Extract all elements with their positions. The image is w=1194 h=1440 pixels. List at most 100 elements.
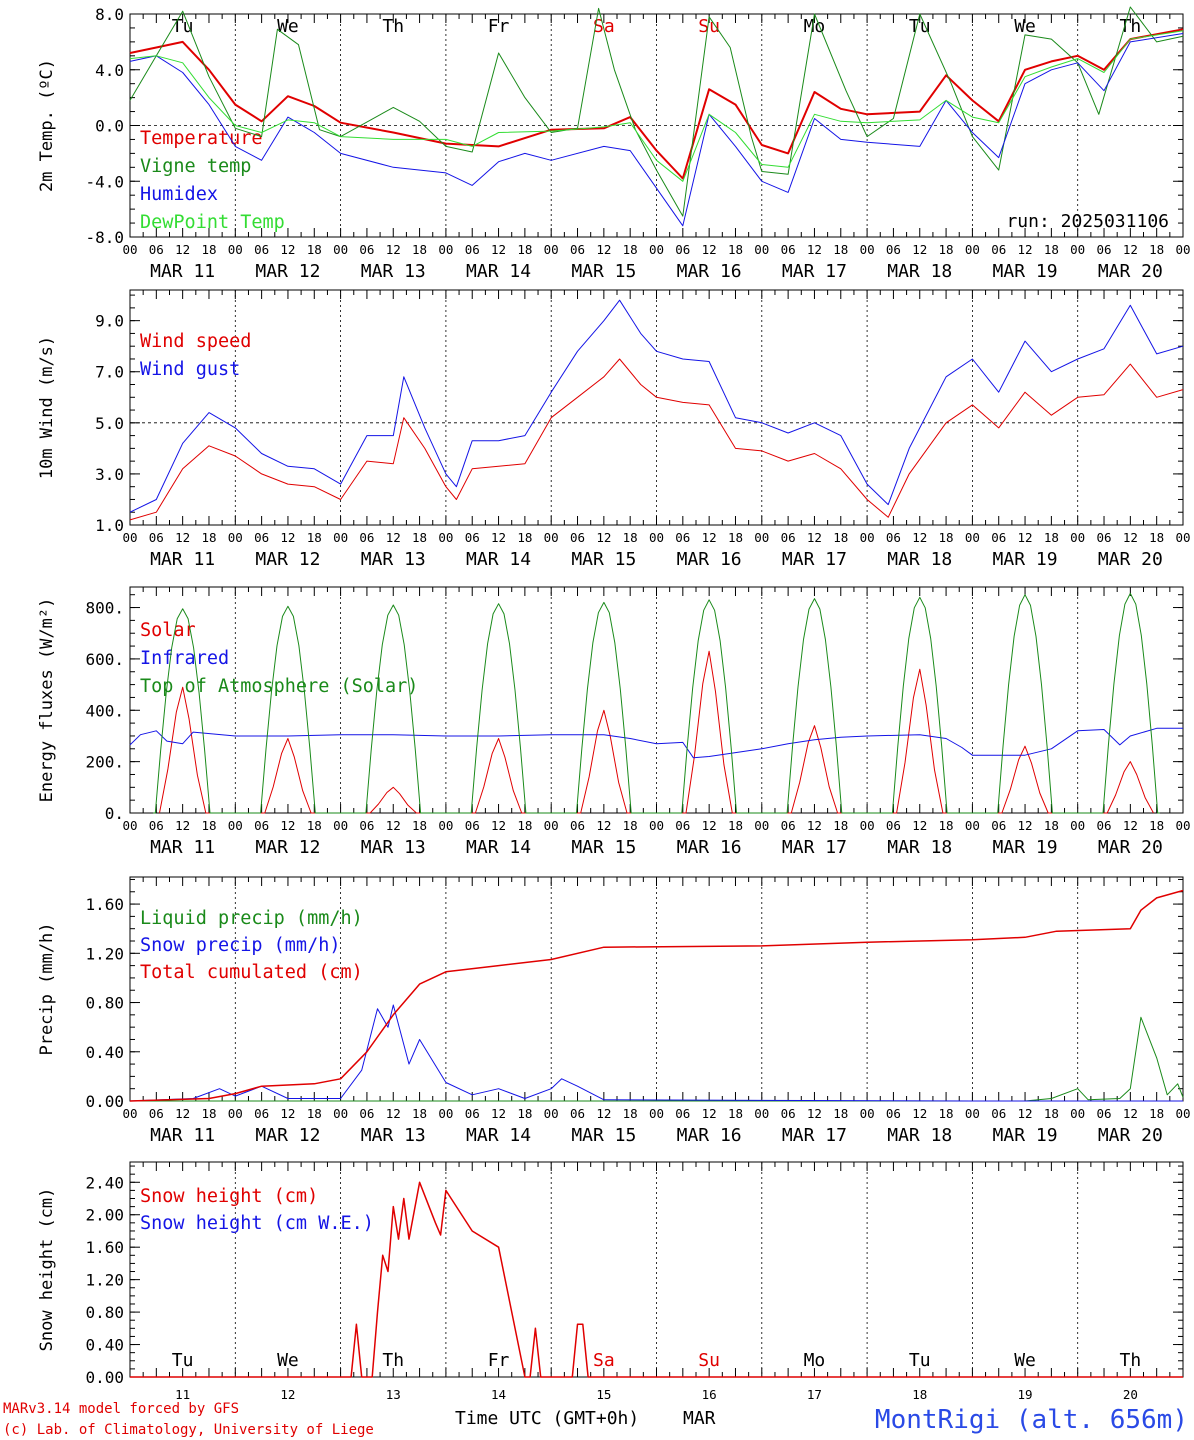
footer-model: MARv3.14 model forced by GFS bbox=[3, 1401, 239, 1417]
energy-y-tick-label: 800. bbox=[85, 599, 124, 618]
energy-date-label: MAR 16 bbox=[677, 837, 742, 858]
temp-hour-label: 12 bbox=[702, 242, 717, 257]
wind-y-tick-label: 1.0 bbox=[95, 516, 124, 535]
wind-y-tick-label: 3.0 bbox=[95, 465, 124, 484]
snow-y-tick-label: 1.20 bbox=[85, 1271, 124, 1290]
energy-hour-label: 00 bbox=[1070, 818, 1085, 833]
energy-hour-label: 06 bbox=[149, 818, 164, 833]
snow-weekday-label: Th bbox=[382, 1350, 404, 1371]
temp-series-line bbox=[129, 6, 1184, 217]
temp-weekday-label: We bbox=[277, 16, 299, 37]
energy-hour-label: 12 bbox=[1123, 818, 1138, 833]
panel-snow: 2.40 2.00 1.60 1.20 0.80 0.40 0.00 Snow height … bbox=[37, 1161, 1184, 1402]
temp-hour-label: 18 bbox=[939, 242, 954, 257]
temp-hour-label: 06 bbox=[991, 242, 1006, 257]
snow-day-number: 12 bbox=[280, 1387, 295, 1402]
energy-hour-label: 06 bbox=[570, 818, 585, 833]
temp-weekday-label: Su bbox=[698, 16, 720, 37]
energy-hour-label: 00 bbox=[544, 818, 559, 833]
wind-series-line bbox=[129, 358, 1184, 521]
temp-hour-label: 00 bbox=[438, 242, 453, 257]
precip-date-label: MAR 19 bbox=[993, 1125, 1058, 1146]
precip-hour-label: 06 bbox=[570, 1106, 585, 1121]
precip-hour-label: 18 bbox=[412, 1106, 427, 1121]
energy-hour-label: 00 bbox=[333, 818, 348, 833]
wind-y-tick-label: 9.0 bbox=[95, 312, 124, 331]
precip-hour-label: 00 bbox=[1175, 1106, 1190, 1121]
precip-date-label: MAR 12 bbox=[255, 1125, 320, 1146]
temp-hour-label: 18 bbox=[307, 242, 322, 257]
temp-date-label: MAR 12 bbox=[255, 261, 320, 282]
snow-weekday-label: Tu bbox=[172, 1350, 194, 1371]
wind-hour-label: 12 bbox=[386, 530, 401, 545]
wind-hour-label: 18 bbox=[307, 530, 322, 545]
energy-hour-label: 12 bbox=[1018, 818, 1033, 833]
energy-hour-label: 12 bbox=[386, 818, 401, 833]
energy-hour-label: 12 bbox=[280, 818, 295, 833]
precip-hour-label: 00 bbox=[754, 1106, 769, 1121]
energy-hour-label: 18 bbox=[1149, 818, 1164, 833]
precip-y-tick-label: 0.80 bbox=[85, 994, 124, 1013]
temp-date-label: MAR 17 bbox=[782, 261, 847, 282]
temp-hour-label: 00 bbox=[965, 242, 980, 257]
snow-legend-entry: Snow height (cm) bbox=[140, 1186, 318, 1207]
snow-day-number: 18 bbox=[912, 1387, 927, 1402]
wind-hour-label: 06 bbox=[149, 530, 164, 545]
temp-hour-label: 06 bbox=[359, 242, 374, 257]
snow-weekday-label: Tu bbox=[909, 1350, 931, 1371]
temp-weekday-label: Th bbox=[1120, 16, 1142, 37]
wind-date-label: MAR 19 bbox=[993, 549, 1058, 570]
temp-series-line bbox=[129, 33, 1184, 227]
temp-hour-label: 00 bbox=[754, 242, 769, 257]
precip-hour-label: 00 bbox=[544, 1106, 559, 1121]
energy-hour-label: 06 bbox=[1096, 818, 1111, 833]
temp-y-tick-label: 4.0 bbox=[95, 61, 124, 80]
temp-hour-label: 12 bbox=[1123, 242, 1138, 257]
precip-y-tick-label: 0.00 bbox=[85, 1092, 124, 1111]
precip-hour-label: 12 bbox=[280, 1106, 295, 1121]
energy-hour-label: 18 bbox=[833, 818, 848, 833]
temp-hour-label: 06 bbox=[570, 242, 585, 257]
temp-hour-label: 12 bbox=[807, 242, 822, 257]
snow-weekday-label: Sa bbox=[593, 1350, 615, 1371]
wind-hour-label: 06 bbox=[1096, 530, 1111, 545]
temp-hour-label: 00 bbox=[1175, 242, 1190, 257]
snow-weekday-label: We bbox=[1014, 1350, 1036, 1371]
wind-hour-label: 18 bbox=[728, 530, 743, 545]
wind-hour-label: 06 bbox=[359, 530, 374, 545]
energy-date-label: MAR 15 bbox=[571, 837, 636, 858]
precip-hour-label: 12 bbox=[491, 1106, 506, 1121]
snow-weekday-label: Fr bbox=[488, 1350, 510, 1371]
precip-hour-label: 12 bbox=[596, 1106, 611, 1121]
precip-date-label: MAR 11 bbox=[150, 1125, 215, 1146]
energy-series-line bbox=[129, 727, 1183, 759]
precip-hour-label: 18 bbox=[517, 1106, 532, 1121]
temp-weekday-label: Th bbox=[382, 16, 404, 37]
precip-hour-label: 18 bbox=[307, 1106, 322, 1121]
wind-hour-label: 06 bbox=[675, 530, 690, 545]
wind-hour-label: 18 bbox=[1044, 530, 1059, 545]
wind-hour-label: 12 bbox=[280, 530, 295, 545]
temp-series-line bbox=[129, 30, 1184, 182]
temp-date-label: MAR 14 bbox=[466, 261, 531, 282]
energy-hour-label: 00 bbox=[649, 818, 664, 833]
snow-day-number: 20 bbox=[1123, 1387, 1138, 1402]
energy-y-tick-label: 400. bbox=[85, 701, 124, 720]
wind-hour-label: 00 bbox=[649, 530, 664, 545]
energy-hour-label: 12 bbox=[491, 818, 506, 833]
snow-day-number: 19 bbox=[1018, 1387, 1033, 1402]
precip-hour-label: 00 bbox=[438, 1106, 453, 1121]
temp-hour-label: 12 bbox=[386, 242, 401, 257]
wind-date-label: MAR 15 bbox=[571, 549, 636, 570]
energy-hour-label: 12 bbox=[807, 818, 822, 833]
wind-date-label: MAR 20 bbox=[1098, 549, 1163, 570]
temp-hour-label: 06 bbox=[781, 242, 796, 257]
snow-weekday-label: Th bbox=[1120, 1350, 1142, 1371]
precip-y-tick-label: 1.60 bbox=[85, 895, 124, 914]
temp-date-label: MAR 19 bbox=[993, 261, 1058, 282]
temp-weekday-label: Tu bbox=[172, 16, 194, 37]
precip-hour-label: 12 bbox=[1123, 1106, 1138, 1121]
footer-month: MAR bbox=[683, 1408, 716, 1429]
energy-hour-label: 00 bbox=[122, 818, 137, 833]
temp-hour-label: 18 bbox=[623, 242, 638, 257]
